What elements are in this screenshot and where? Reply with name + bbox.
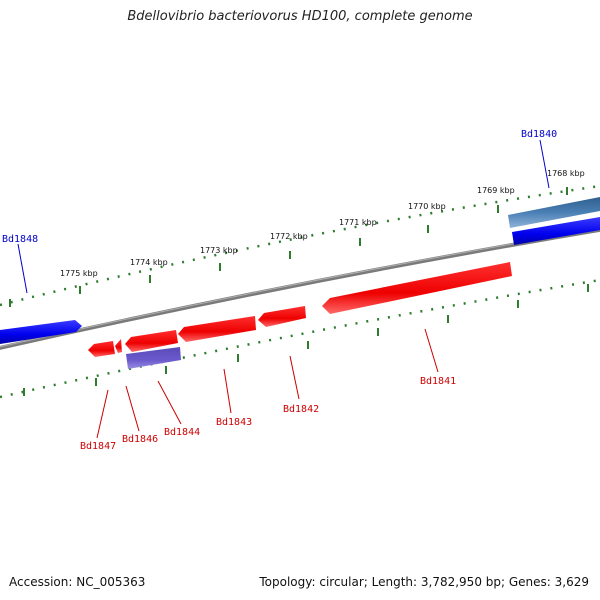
tick-label: 1774 kbp [130,258,168,267]
gene-feature-bd1840[interactable] [512,217,600,245]
tick-label: 1773 kbp [200,246,238,255]
gene-feature-bd1844a[interactable] [125,330,178,352]
major-ticks-upper [9,187,568,307]
gene-feature-bd1843[interactable] [178,316,256,342]
tick-label: 1772 kbp [270,232,308,241]
gene-feature-bd1848[interactable] [0,320,82,344]
gene-label-bd1848[interactable]: Bd1848 [2,234,38,245]
gene-leader-lines [17,139,550,439]
gene-feature-bd1844b[interactable] [126,347,181,369]
gene-feature-bd1840-steel[interactable] [508,197,600,228]
gene-label-bd1841[interactable]: Bd1841 [420,376,456,387]
tick-label: 1770 kbp [408,202,446,211]
tick-label: 1775 kbp [60,269,98,278]
gene-feature-bd1841[interactable] [322,262,512,314]
genome-backbone [0,227,600,350]
gene-feature-bd1846[interactable] [115,339,122,353]
gene-label-bd1846[interactable]: Bd1846 [122,434,158,445]
tick-label: 1769 kbp [477,186,515,195]
accession-text: Accession: NC_005363 [9,575,146,589]
page-title: Bdellovibrio bacteriovorus HD100, comple… [127,9,473,24]
gene-label-bd1844[interactable]: Bd1844 [164,427,200,438]
gene-label-bd1840[interactable]: Bd1840 [521,129,557,140]
gene-label-bd1843[interactable]: Bd1843 [216,417,252,428]
gene-feature-bd1847[interactable] [88,341,115,357]
tick-label: 1768 kbp [547,169,585,178]
genome-summary-text: Topology: circular; Length: 3,782,950 bp… [259,575,589,589]
gene-label-bd1842[interactable]: Bd1842 [283,404,319,415]
lower-tick-ring [0,278,600,399]
gene-feature-bd1842[interactable] [258,306,306,327]
tick-label: 1771 kbp [339,218,377,227]
major-ticks-lower [23,284,589,396]
gene-label-bd1847[interactable]: Bd1847 [80,441,116,452]
